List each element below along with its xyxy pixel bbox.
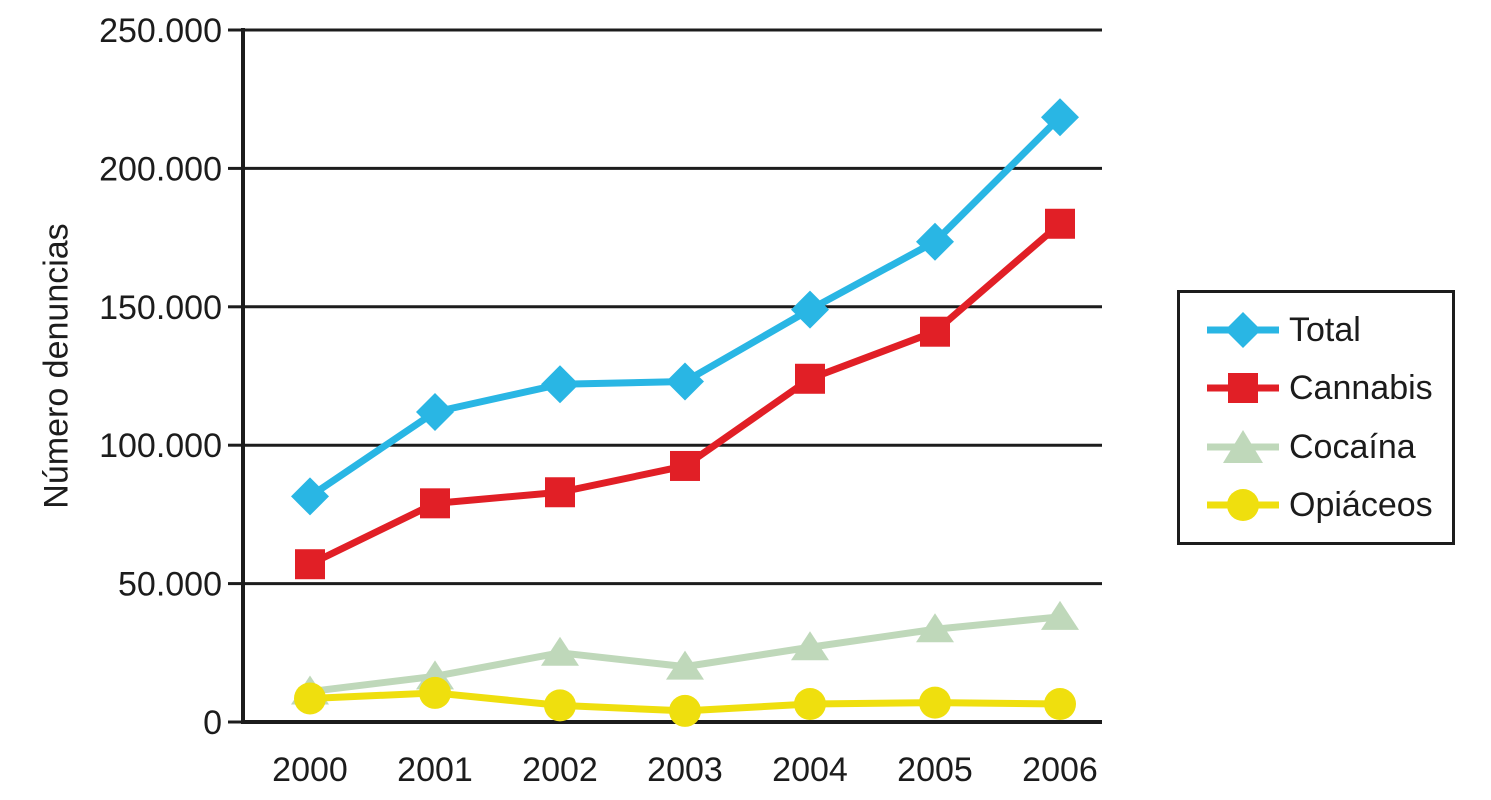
y-tick-label: 100.000	[99, 427, 222, 465]
marker-opiáceos-2000	[294, 682, 326, 715]
marker-opiáceos-2003	[669, 694, 701, 727]
y-tick-label: 200.000	[99, 150, 222, 188]
y-tick-label: 50.000	[118, 566, 222, 604]
x-tick-label-2005: 2005	[897, 751, 973, 789]
marker-opiáceos-2006	[1044, 688, 1076, 721]
marker-cannabis-2000	[295, 549, 325, 580]
marker-cocaína-2006	[1041, 600, 1079, 630]
marker-cannabis-2004	[795, 363, 825, 394]
marker-total-2004	[791, 290, 829, 329]
marker-total-2003	[666, 362, 704, 401]
legend-box: Total Cannabis Cocaína Opiáceos	[1177, 290, 1455, 545]
marker-opiáceos-2004	[794, 688, 826, 721]
marker-opiáceos-2001	[419, 676, 451, 709]
marker-cocaína-2004	[791, 631, 829, 661]
marker-cannabis-2005	[920, 316, 950, 347]
marker-total-2002	[541, 365, 579, 404]
x-tick-label-2004: 2004	[772, 751, 848, 789]
legend-item-opiaceos: Opiáceos	[1206, 483, 1452, 527]
marker-cannabis-2003	[670, 450, 700, 481]
marker-cocaína-2003	[666, 650, 704, 680]
cannabis-square-marker-icon	[1207, 373, 1279, 404]
y-tick-label: 0	[203, 704, 222, 742]
marker-cannabis-2006	[1045, 208, 1075, 239]
opiaceos-circle-marker-icon	[1207, 489, 1279, 522]
x-tick-label-2001: 2001	[397, 751, 473, 789]
x-tick-label-2006: 2006	[1022, 751, 1098, 789]
x-tick-label-2003: 2003	[647, 751, 723, 789]
marker-total-2001	[416, 392, 454, 431]
y-axis-title: Número denuncias	[37, 223, 76, 509]
cocaina-triangle-marker-icon	[1207, 429, 1279, 463]
legend-item-cannabis: Cannabis	[1206, 366, 1452, 410]
y-tick-label: 250.000	[99, 12, 222, 50]
legend-label-opiaceos: Opiáceos	[1289, 486, 1433, 525]
x-tick-label-2002: 2002	[522, 751, 598, 789]
legend-item-cocaina: Cocaína	[1206, 425, 1452, 469]
total-diamond-marker-icon	[1207, 311, 1279, 348]
legend-label-total: Total	[1289, 310, 1361, 349]
marker-cocaína-2002	[541, 636, 579, 666]
marker-total-2005	[916, 222, 954, 261]
marker-opiáceos-2002	[544, 689, 576, 722]
marker-opiáceos-2005	[919, 686, 951, 719]
marker-total-2006	[1041, 98, 1079, 137]
marker-total-2000	[291, 477, 329, 516]
legend-label-cannabis: Cannabis	[1289, 369, 1433, 408]
marker-cannabis-2001	[420, 488, 450, 519]
marker-cannabis-2002	[545, 477, 575, 508]
marker-cocaína-2005	[916, 613, 954, 643]
y-tick-label: 150.000	[99, 289, 222, 327]
x-tick-label-2000: 2000	[272, 751, 348, 789]
legend-item-total: Total	[1206, 308, 1452, 352]
legend-label-cocaina: Cocaína	[1289, 427, 1416, 466]
